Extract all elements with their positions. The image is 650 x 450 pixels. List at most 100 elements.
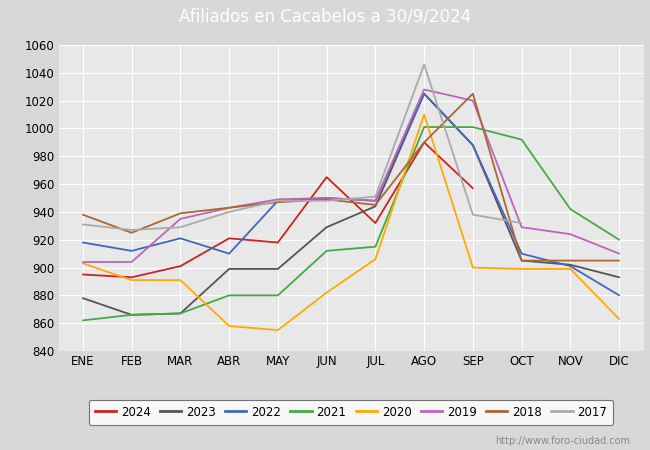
2017 [322, 198, 330, 203]
2020 [225, 323, 233, 328]
2019 [372, 198, 380, 203]
2021 [469, 124, 477, 130]
2024 [322, 175, 330, 180]
2018 [469, 91, 477, 96]
2019 [517, 225, 525, 230]
2018 [274, 199, 282, 205]
2017 [372, 194, 380, 199]
2023 [127, 312, 136, 318]
2018 [420, 140, 428, 145]
2024 [274, 240, 282, 245]
2020 [79, 261, 87, 266]
2022 [177, 236, 185, 241]
2023 [177, 311, 185, 316]
2024 [79, 272, 87, 277]
2019 [322, 195, 330, 201]
2023 [79, 296, 87, 301]
2022 [274, 198, 282, 203]
2022 [420, 91, 428, 96]
2024 [420, 140, 428, 145]
2018 [372, 202, 380, 207]
Line: 2019: 2019 [83, 90, 619, 262]
2022 [615, 292, 623, 298]
2022 [372, 198, 380, 203]
2017 [517, 220, 525, 226]
2023 [615, 274, 623, 280]
2021 [127, 312, 136, 318]
2020 [127, 277, 136, 283]
2019 [177, 216, 185, 221]
2023 [225, 266, 233, 272]
2018 [225, 205, 233, 211]
2021 [274, 292, 282, 298]
2017 [79, 222, 87, 227]
2019 [615, 251, 623, 256]
2017 [225, 209, 233, 215]
2024 [225, 236, 233, 241]
2023 [274, 266, 282, 272]
2022 [79, 240, 87, 245]
2022 [225, 251, 233, 256]
2022 [322, 195, 330, 201]
Line: 2020: 2020 [83, 115, 619, 330]
2018 [615, 258, 623, 263]
2024 [372, 220, 380, 226]
2019 [469, 98, 477, 104]
2020 [372, 256, 380, 262]
2020 [615, 316, 623, 322]
2022 [566, 263, 575, 269]
2020 [274, 328, 282, 333]
2018 [566, 258, 575, 263]
2021 [372, 244, 380, 249]
2023 [517, 258, 525, 263]
2021 [177, 311, 185, 316]
2018 [79, 212, 87, 217]
Legend: 2024, 2023, 2022, 2021, 2020, 2019, 2018, 2017: 2024, 2023, 2022, 2021, 2020, 2019, 2018… [89, 400, 613, 424]
2022 [517, 251, 525, 256]
Line: 2018: 2018 [83, 94, 619, 261]
2021 [420, 124, 428, 130]
2020 [322, 290, 330, 295]
2019 [79, 259, 87, 265]
2018 [127, 230, 136, 235]
Text: http://www.foro-ciudad.com: http://www.foro-ciudad.com [495, 436, 630, 446]
Line: 2021: 2021 [83, 127, 619, 320]
2019 [225, 205, 233, 211]
Line: 2017: 2017 [83, 64, 521, 230]
2017 [177, 225, 185, 230]
2023 [469, 143, 477, 148]
2017 [274, 198, 282, 203]
Text: Afiliados en Cacabelos a 30/9/2024: Afiliados en Cacabelos a 30/9/2024 [179, 7, 471, 25]
2023 [566, 262, 575, 267]
2019 [566, 231, 575, 237]
2021 [79, 318, 87, 323]
2021 [566, 207, 575, 212]
2023 [420, 91, 428, 96]
2020 [420, 112, 428, 117]
2017 [469, 212, 477, 217]
2019 [420, 87, 428, 92]
2019 [274, 197, 282, 202]
2023 [372, 204, 380, 209]
Line: 2023: 2023 [83, 94, 619, 315]
2017 [420, 62, 428, 67]
Line: 2024: 2024 [83, 142, 473, 277]
2022 [127, 248, 136, 253]
Line: 2022: 2022 [83, 94, 619, 295]
2019 [127, 259, 136, 265]
2020 [469, 265, 477, 270]
2018 [322, 197, 330, 202]
2021 [517, 137, 525, 142]
2018 [517, 258, 525, 263]
2021 [225, 292, 233, 298]
2020 [517, 266, 525, 272]
2022 [469, 143, 477, 148]
2021 [322, 248, 330, 253]
2020 [177, 277, 185, 283]
2020 [566, 266, 575, 272]
2018 [177, 211, 185, 216]
2024 [127, 274, 136, 280]
2017 [127, 227, 136, 233]
2021 [615, 237, 623, 243]
2024 [469, 185, 477, 191]
